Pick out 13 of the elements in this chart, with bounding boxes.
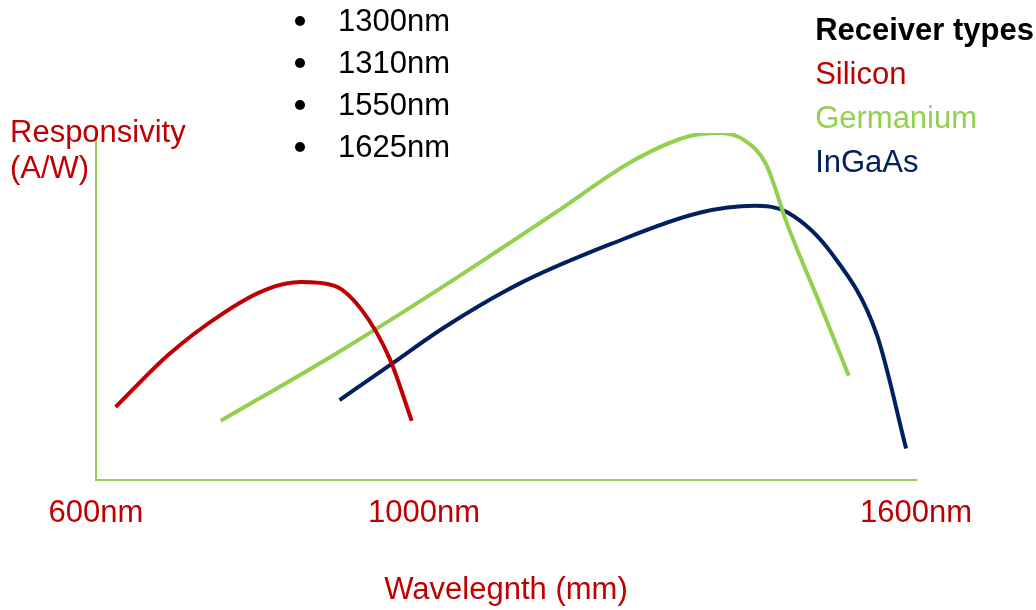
legend-title: Receiver types xyxy=(815,11,1034,49)
series-label: Germanium xyxy=(815,99,979,137)
series-label: InGaAs xyxy=(815,143,920,181)
x-tick-label: 1600nm xyxy=(859,493,973,529)
annotation: 1625nm xyxy=(338,128,451,166)
x-tick-label: 1000nm xyxy=(367,493,481,529)
text: 1550nm xyxy=(338,86,451,124)
text: Silicon xyxy=(815,55,908,93)
text: 1310nm xyxy=(338,44,451,82)
y-axis-title: Responsivity (A/W) xyxy=(10,114,187,186)
text: 1300nm xyxy=(338,2,451,40)
x-tick-label: 600nm xyxy=(48,493,144,529)
x-axis-title: Wavelegnth (mm) xyxy=(384,571,628,607)
